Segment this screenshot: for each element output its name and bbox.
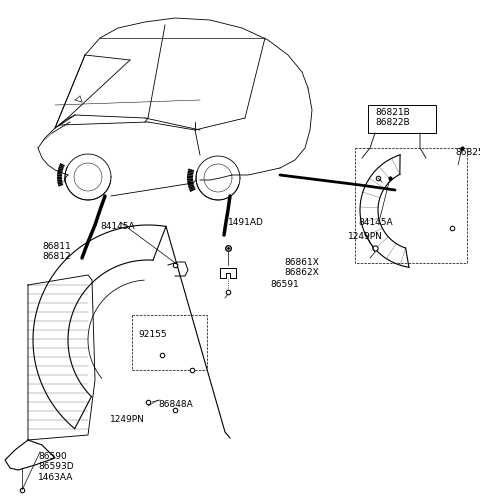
Polygon shape (57, 173, 62, 175)
Polygon shape (189, 187, 195, 191)
Text: 86590
86593D
1463AA: 86590 86593D 1463AA (38, 452, 73, 482)
Text: 86811
86812: 86811 86812 (42, 242, 71, 261)
Polygon shape (57, 175, 62, 177)
Polygon shape (57, 179, 62, 182)
Polygon shape (57, 171, 62, 174)
Polygon shape (189, 186, 194, 189)
Polygon shape (190, 188, 196, 192)
Polygon shape (188, 169, 194, 172)
Polygon shape (187, 180, 193, 182)
Polygon shape (187, 179, 193, 181)
Polygon shape (188, 184, 194, 187)
Text: 86848A: 86848A (158, 400, 193, 409)
Polygon shape (58, 182, 63, 185)
Polygon shape (187, 181, 193, 184)
Polygon shape (188, 183, 194, 186)
Text: 1249PN: 1249PN (348, 232, 383, 241)
Polygon shape (59, 166, 64, 169)
Bar (132, 315, 207, 370)
Text: 86825A: 86825A (455, 148, 480, 157)
Bar (368, 105, 436, 133)
Polygon shape (187, 172, 193, 174)
Text: 84145A: 84145A (100, 222, 134, 231)
Polygon shape (187, 177, 193, 179)
Polygon shape (57, 178, 62, 180)
Text: 86821B
86822B: 86821B 86822B (375, 108, 410, 127)
Polygon shape (58, 168, 63, 171)
Polygon shape (58, 170, 63, 172)
Polygon shape (59, 165, 64, 168)
Polygon shape (60, 163, 65, 167)
Polygon shape (58, 184, 63, 187)
Text: 86591: 86591 (270, 280, 299, 289)
Polygon shape (187, 174, 193, 176)
Polygon shape (188, 170, 194, 173)
Polygon shape (57, 176, 62, 178)
Text: 86861X
86862X: 86861X 86862X (284, 258, 319, 277)
Text: 92155: 92155 (138, 330, 167, 339)
Polygon shape (187, 175, 193, 177)
Text: 1249PN: 1249PN (110, 415, 145, 424)
Bar (355, 148, 467, 263)
Text: 84145A: 84145A (358, 218, 393, 227)
Text: 1491AD: 1491AD (228, 218, 264, 227)
Polygon shape (57, 181, 62, 183)
